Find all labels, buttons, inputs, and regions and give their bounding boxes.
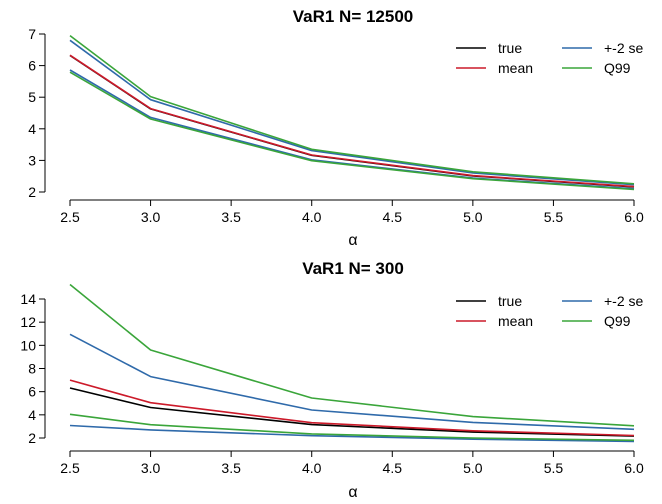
series-line-4 [69, 34, 635, 185]
y-tick-label: 5 [28, 89, 36, 105]
series-lines [69, 283, 635, 443]
x-tick-label: 6.0 [624, 460, 644, 476]
x-tick-label: 5.0 [463, 209, 483, 225]
y-tick-label: 6 [28, 58, 36, 74]
y-tick-label: 10 [20, 337, 36, 353]
legend-label: Q99 [604, 60, 631, 76]
y-tick-label: 14 [20, 291, 36, 307]
x-tick-label: 3.0 [141, 460, 161, 476]
legend: true mean +-2 se Q99 [456, 40, 644, 76]
y-tick-label: 3 [28, 152, 36, 168]
series-line-1 [69, 54, 635, 188]
x-tick-label: 4.5 [383, 460, 403, 476]
chart-title: VaR1 N= 300 [302, 259, 404, 278]
legend-label: +-2 se [604, 40, 644, 56]
chart-panel-top: VaR1 N= 12500 α 2.5 3.0 3.5 4.0 4.5 5.0 5.5 6.0… [28, 7, 644, 249]
series-line-5 [69, 71, 635, 191]
x-tick-label: 4.5 [383, 209, 403, 225]
y-tick-label: 2 [28, 430, 36, 446]
legend-label: true [498, 40, 522, 56]
x-tick-label: 6.0 [624, 209, 644, 225]
legend: true mean +-2 se Q99 [456, 293, 644, 329]
x-axis-label: α [348, 232, 357, 249]
legend-label: true [498, 293, 522, 309]
x-tick-label: 5.5 [544, 209, 564, 225]
x-tick-label: 2.5 [60, 209, 80, 225]
series-line-0 [69, 387, 635, 437]
series-line-5 [69, 413, 635, 442]
chart-title: VaR1 N= 12500 [293, 7, 414, 26]
series-line-3 [69, 424, 635, 443]
legend-label: Q99 [604, 313, 631, 329]
legend-label: mean [498, 313, 533, 329]
x-tick-label: 5.5 [544, 460, 564, 476]
y-tick-label: 6 [28, 384, 36, 400]
y-tick-label: 2 [28, 184, 36, 200]
series-line-4 [69, 283, 635, 427]
axes: 2.5 3.0 3.5 4.0 4.5 5.0 5.5 6.0 2 4 6 8 10 12 14 [20, 291, 644, 476]
legend-label: +-2 se [604, 293, 644, 309]
y-tick-label: 4 [28, 121, 36, 137]
y-tick-label: 7 [28, 26, 36, 42]
x-axis-label: α [348, 484, 357, 501]
x-tick-label: 4.0 [302, 209, 322, 225]
x-tick-label: 3.5 [221, 209, 241, 225]
x-tick-label: 3.0 [141, 209, 161, 225]
series-lines [69, 34, 635, 191]
x-tick-label: 4.0 [302, 460, 322, 476]
y-tick-label: 8 [28, 361, 36, 377]
series-line-0 [69, 54, 635, 188]
x-tick-label: 2.5 [60, 460, 80, 476]
series-line-2 [69, 39, 635, 186]
series-line-3 [69, 69, 635, 190]
y-tick-label: 4 [28, 407, 36, 423]
legend-label: mean [498, 60, 533, 76]
series-line-1 [69, 379, 635, 437]
chart-panel-bottom: VaR1 N= 300 α 2.5 3.0 3.5 4.0 4.5 5.0 5.5 6.0 2 4… [20, 259, 644, 501]
axes: 2.5 3.0 3.5 4.0 4.5 5.0 5.5 6.0 2 3 4 5 6 7 [28, 26, 644, 225]
y-tick-label: 12 [20, 314, 36, 330]
x-tick-label: 5.0 [463, 460, 483, 476]
series-line-2 [69, 333, 635, 431]
x-tick-label: 3.5 [221, 460, 241, 476]
